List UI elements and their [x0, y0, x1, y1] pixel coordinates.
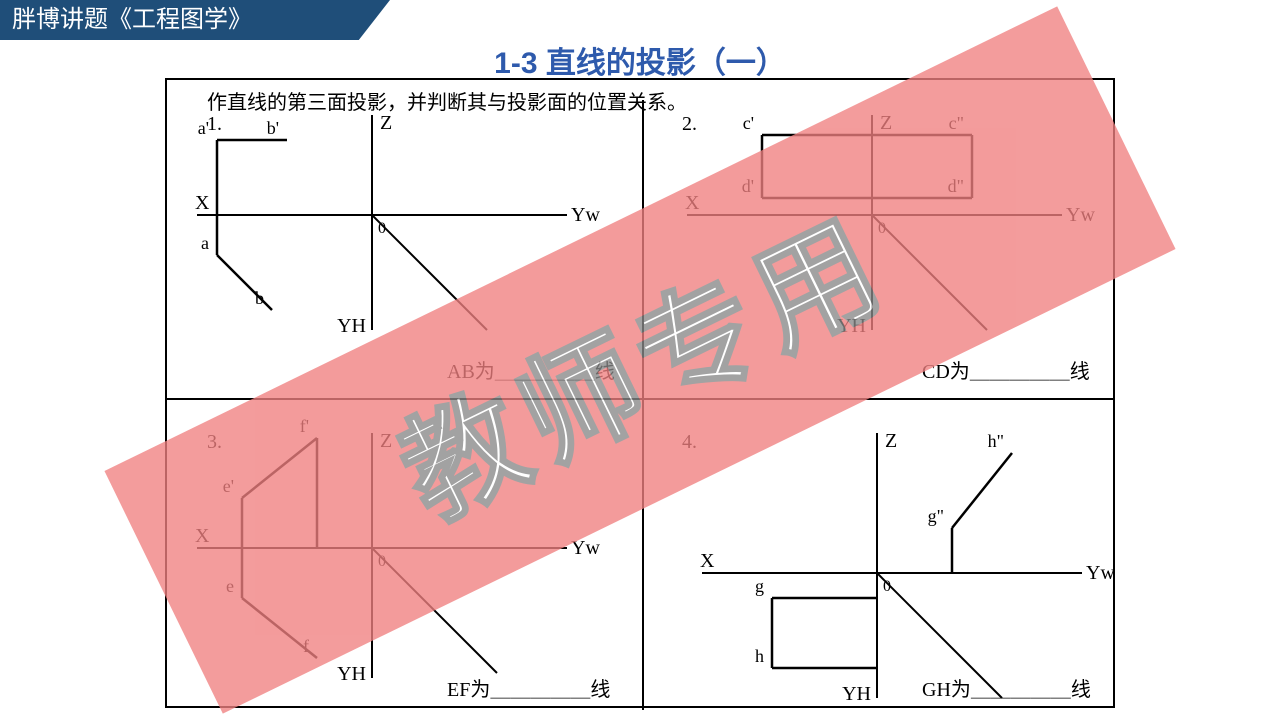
svg-text:0: 0 — [378, 553, 386, 570]
svg-text:Yw: Yw — [1066, 204, 1095, 226]
problem-grid: 作直线的第三面投影，并判断其与投影面的位置关系。 XZYwYH01.a'b'ab… — [165, 78, 1115, 708]
svg-text:YH: YH — [337, 315, 366, 337]
page-title: 1-3 直线的投影（一） — [0, 38, 1280, 82]
svg-text:3.: 3. — [207, 431, 222, 453]
svg-text:Yw: Yw — [1086, 562, 1115, 584]
svg-text:b: b — [255, 288, 264, 308]
svg-text:0: 0 — [378, 220, 386, 237]
cell-3: XZYwYH03.e'f'efEF为＿＿＿＿＿线 — [167, 398, 642, 696]
svg-text:AB为＿＿＿＿＿线: AB为＿＿＿＿＿线 — [447, 360, 615, 383]
svg-text:2.: 2. — [682, 113, 697, 135]
svg-text:4.: 4. — [682, 431, 697, 453]
svg-text:f': f' — [300, 416, 309, 436]
svg-text:Z: Z — [885, 430, 897, 452]
svg-text:1.: 1. — [207, 113, 222, 135]
svg-text:X: X — [195, 525, 210, 547]
svg-text:h: h — [755, 646, 764, 666]
svg-text:GH为＿＿＿＿＿线: GH为＿＿＿＿＿线 — [922, 678, 1091, 701]
svg-text:Yw: Yw — [571, 204, 600, 226]
svg-text:CD为＿＿＿＿＿线: CD为＿＿＿＿＿线 — [922, 360, 1090, 383]
diagram-1: X Z Yw YH 0 1.a' b' a b AB为＿＿＿＿＿线 — [167, 80, 642, 390]
diagram-2: X Z Yw YH 0 2. c' d' c" d" CD为＿＿＿＿＿线 — [642, 80, 1117, 390]
svg-text:b': b' — [267, 118, 279, 138]
svg-text:Z: Z — [380, 430, 392, 452]
header-tab: 胖博讲题《工程图学》 — [0, 0, 390, 40]
svg-text:YH: YH — [837, 315, 866, 337]
cell-4: XZYwYH04.g"h"ghGH为＿＿＿＿＿线 — [642, 398, 1117, 696]
svg-text:X: X — [700, 550, 715, 572]
svg-text:EF为＿＿＿＿＿线: EF为＿＿＿＿＿线 — [447, 678, 610, 701]
svg-text:Yw: Yw — [571, 537, 600, 559]
svg-text:g: g — [755, 576, 764, 596]
cell-1: XZYwYH01.a'b'abAB为＿＿＿＿＿线 — [167, 80, 642, 378]
svg-text:0: 0 — [878, 220, 886, 237]
svg-text:Z: Z — [380, 112, 392, 134]
cell-2: XZYwYH02.c'd'c"d"CD为＿＿＿＿＿线 — [642, 80, 1117, 378]
svg-text:X: X — [685, 192, 700, 214]
svg-text:e: e — [226, 576, 234, 596]
svg-text:a': a' — [198, 118, 209, 138]
svg-text:c": c" — [949, 113, 964, 133]
svg-text:0: 0 — [883, 578, 891, 595]
svg-text:d": d" — [948, 176, 964, 196]
svg-text:YH: YH — [842, 683, 871, 705]
svg-text:f: f — [303, 636, 309, 656]
svg-text:h": h" — [988, 431, 1004, 451]
diagram-3: X Z Yw YH 0 3. e' f' e f EF为＿＿＿＿＿线 — [167, 398, 642, 708]
svg-text:g": g" — [928, 506, 944, 526]
svg-text:YH: YH — [337, 663, 366, 685]
svg-text:c': c' — [743, 113, 754, 133]
svg-text:d': d' — [742, 176, 754, 196]
diagram-4: X Z Yw YH 0 4. g" h" g h GH为＿＿＿＿＿线 — [642, 398, 1117, 708]
svg-text:Z: Z — [880, 112, 892, 134]
svg-text:e': e' — [223, 476, 234, 496]
svg-text:a: a — [201, 233, 209, 253]
svg-text:X: X — [195, 192, 210, 214]
